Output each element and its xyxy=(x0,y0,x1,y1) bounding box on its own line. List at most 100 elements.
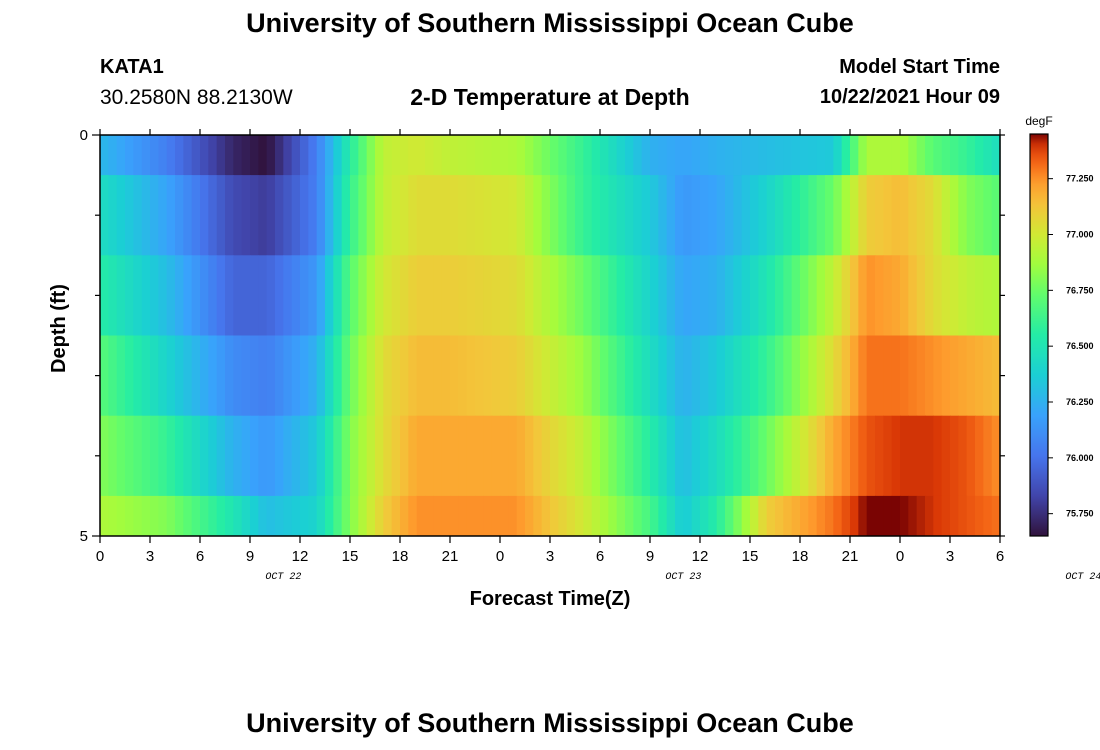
heatmap-cell xyxy=(916,335,926,417)
heatmap-cell xyxy=(283,135,293,176)
heatmap-cell xyxy=(258,335,268,417)
heatmap-cell xyxy=(833,175,843,256)
heatmap-cell xyxy=(250,415,259,497)
heatmap-cell xyxy=(333,135,343,176)
heatmap-cell xyxy=(516,415,526,497)
heatmap-cell xyxy=(108,495,118,537)
heatmap-cell xyxy=(608,335,618,417)
x-tick-label: 15 xyxy=(742,548,759,565)
heatmap-cell xyxy=(175,255,184,336)
heatmap-cell xyxy=(200,255,209,336)
heatmap-cell xyxy=(958,415,968,497)
heatmap-cell xyxy=(941,415,951,497)
heatmap-cell xyxy=(866,255,876,336)
heatmap-cell xyxy=(991,175,1001,256)
heatmap-cell xyxy=(250,175,259,256)
heatmap-cell xyxy=(758,255,768,336)
heatmap-cell xyxy=(433,495,443,537)
heatmap-cell xyxy=(916,135,926,176)
heatmap-cell xyxy=(358,335,368,417)
heatmap-cell xyxy=(208,135,218,176)
heatmap-cell xyxy=(983,495,993,537)
heatmap-cell xyxy=(191,135,201,176)
heatmap-cell xyxy=(716,415,726,497)
heatmap-cell xyxy=(300,415,309,497)
heatmap-cell xyxy=(366,255,376,336)
heatmap-cell xyxy=(691,415,701,497)
heatmap-cell xyxy=(933,135,943,176)
x-tick-label: 6 xyxy=(196,548,204,565)
heatmap-cell xyxy=(766,335,776,417)
heatmap-cell xyxy=(566,255,576,336)
heatmap-cell xyxy=(816,175,826,256)
colorbar-tick-label: 77.000 xyxy=(1066,230,1094,240)
heatmap-cell xyxy=(100,255,109,336)
heatmap-cell xyxy=(300,175,309,256)
heatmap-cell xyxy=(183,335,193,417)
heatmap-cell xyxy=(600,175,609,256)
heatmap-cell xyxy=(125,495,134,537)
heatmap-cell xyxy=(625,175,634,256)
heatmap-cell xyxy=(850,335,859,417)
heatmap-cell xyxy=(691,335,701,417)
heatmap-cell xyxy=(925,415,934,497)
heatmap-cell xyxy=(516,495,526,537)
heatmap-cell xyxy=(116,135,126,176)
heatmap-cell xyxy=(100,135,109,176)
heatmap-cell xyxy=(700,255,709,336)
heatmap-cell xyxy=(633,135,643,176)
heatmap-cell xyxy=(633,495,643,537)
heatmap-cell xyxy=(141,335,151,417)
heatmap-cell xyxy=(400,175,409,256)
heatmap-cell xyxy=(650,135,659,176)
heatmap-cell xyxy=(250,495,259,537)
heatmap-cell xyxy=(291,415,301,497)
heatmap-cell xyxy=(433,255,443,336)
heatmap-cell xyxy=(841,255,851,336)
station-id: KATA1 xyxy=(100,56,164,78)
heatmap-cell xyxy=(458,415,468,497)
heatmap-cell xyxy=(666,335,676,417)
heatmap-cell xyxy=(575,255,584,336)
heatmap-cell xyxy=(316,175,326,256)
heatmap-cell xyxy=(991,415,1001,497)
heatmap-cell xyxy=(991,135,1001,176)
heatmap-cell xyxy=(900,175,909,256)
heatmap-cell xyxy=(216,255,226,336)
heatmap-cell xyxy=(533,255,543,336)
heatmap-cell xyxy=(116,255,126,336)
heatmap-cell xyxy=(558,495,568,537)
heatmap-cell xyxy=(333,415,343,497)
heatmap-cell xyxy=(191,495,201,537)
heatmap-cell xyxy=(408,175,418,256)
heatmap-cell xyxy=(975,415,984,497)
heatmap-cell xyxy=(616,495,626,537)
x-tick-label: 3 xyxy=(146,548,154,565)
heatmap-cell xyxy=(550,495,559,537)
heatmap-cell xyxy=(583,135,593,176)
heatmap-cell xyxy=(800,175,809,256)
heatmap-cell xyxy=(341,335,351,417)
heatmap-cell xyxy=(658,415,668,497)
heatmap-cell xyxy=(591,415,601,497)
heatmap-cell xyxy=(391,175,401,256)
heatmap-cell xyxy=(866,495,876,537)
heatmap-cell xyxy=(133,175,143,256)
heatmap-cell xyxy=(316,495,326,537)
heatmap-cell xyxy=(400,495,409,537)
heatmap-cell xyxy=(491,495,501,537)
heatmap-cell xyxy=(283,255,293,336)
heatmap-cell xyxy=(316,335,326,417)
heatmap-cell xyxy=(383,255,393,336)
heatmap-cell xyxy=(183,495,193,537)
x-tick-label: 3 xyxy=(946,548,954,565)
heatmap-cell xyxy=(233,135,243,176)
heatmap-cell xyxy=(891,495,901,537)
heatmap-cell xyxy=(366,135,376,176)
heatmap-cell xyxy=(591,335,601,417)
heatmap-cell xyxy=(933,255,943,336)
heatmap-cell xyxy=(783,255,793,336)
heatmap-cell xyxy=(141,495,151,537)
heatmap-cell xyxy=(291,135,301,176)
heatmap-cell xyxy=(408,255,418,336)
